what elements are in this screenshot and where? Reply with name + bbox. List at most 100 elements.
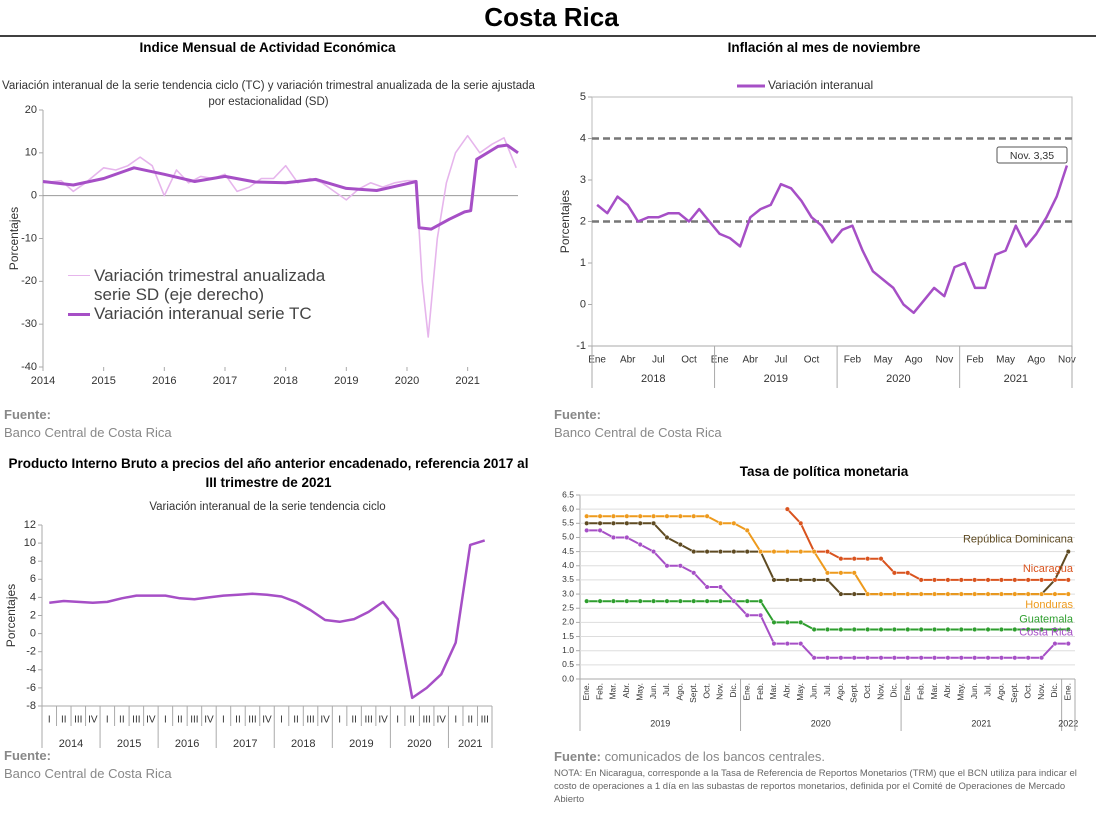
series-line [42, 143, 519, 231]
x-tick-label: Oct. [1022, 683, 1032, 699]
marker [704, 549, 710, 555]
marker [931, 577, 938, 583]
marker [945, 577, 951, 583]
series-line [596, 165, 1069, 315]
marker [878, 626, 884, 633]
y-tick-label: 1.5 [562, 631, 574, 641]
marker [891, 591, 897, 597]
source-label: Fuente: [554, 749, 601, 764]
marker [677, 513, 683, 519]
marker [998, 655, 1004, 661]
x-group-label: 2022 [1058, 718, 1078, 728]
series-label: República Dominicana [963, 534, 1074, 546]
marker [1065, 591, 1071, 597]
x-tick-label: I [222, 715, 225, 726]
x-tick-label: 2018 [273, 375, 297, 387]
y-tick-label: 2.0 [562, 617, 574, 627]
marker [784, 619, 790, 625]
page-title: Costa Rica [484, 2, 619, 32]
marker [891, 655, 897, 661]
marker [931, 591, 938, 597]
chart-subtitle: Variación interanual de la serie tendenc… [2, 80, 535, 108]
x-tick-label: II [61, 715, 67, 726]
legend-entry: Variación trimestral anualizada serie SD… [68, 266, 348, 304]
source-text: Banco Central de Costa Rica [4, 425, 172, 440]
marker [651, 598, 657, 604]
marker [664, 513, 670, 519]
y-tick-label: 1 [580, 257, 586, 269]
marker [691, 598, 697, 604]
x-group-label: 2019 [650, 718, 670, 728]
marker [824, 626, 831, 633]
marker [744, 527, 750, 533]
x-tick-label: Dic. [1049, 683, 1059, 698]
marker [1052, 577, 1058, 583]
x-group-label: 2016 [175, 738, 199, 750]
legend-swatch [68, 313, 90, 316]
marker [704, 513, 710, 519]
x-tick-label: Abr [620, 355, 636, 366]
x-tick-label: III [74, 715, 82, 726]
y-tick-label: -20 [21, 275, 37, 287]
marker [958, 655, 964, 661]
marker [1039, 577, 1045, 583]
marker [838, 556, 844, 562]
series-line [786, 508, 1069, 581]
y-tick-label: 6.5 [562, 489, 574, 499]
marker [784, 506, 790, 512]
y-tick-label: 2.5 [562, 602, 574, 612]
y-tick-label: 1.0 [562, 645, 574, 655]
y-tick-label: -2 [26, 646, 36, 658]
marker [838, 626, 844, 633]
x-tick-label: Dic. [889, 683, 899, 698]
marker [824, 549, 831, 555]
marker [865, 655, 871, 661]
x-tick-label: Nov. [715, 683, 725, 700]
x-tick-label: III [306, 715, 314, 726]
marker [878, 591, 884, 597]
legend-swatch [68, 275, 90, 276]
x-tick-label: Sept. [849, 683, 859, 703]
marker [838, 655, 844, 661]
y-axis-label: Porcentajes [558, 190, 572, 253]
marker [1025, 626, 1031, 633]
y-tick-label: -4 [26, 664, 36, 676]
series-label: Nicaragua [1023, 563, 1074, 575]
y-tick-label: 5.5 [562, 518, 574, 528]
x-tick-label: I [106, 715, 109, 726]
x-tick-label: IV [436, 715, 446, 726]
marker [945, 591, 951, 597]
marker [1065, 577, 1071, 583]
y-tick-label: 3.0 [562, 588, 574, 598]
source: Fuente: Banco Central de Costa Rica [4, 406, 172, 442]
x-group-label: 2020 [886, 373, 910, 385]
marker [624, 598, 630, 604]
marker [677, 563, 683, 569]
y-tick-label: 10 [24, 537, 36, 549]
marker [717, 549, 724, 555]
chart-subtitle: Variación interanual de la serie tendenc… [149, 501, 386, 513]
source-text: Banco Central de Costa Rica [554, 425, 722, 440]
x-tick-label: Abr. [621, 683, 631, 698]
y-tick-label: 6.0 [562, 503, 574, 513]
y-tick-label: 5 [580, 91, 586, 103]
marker [985, 655, 991, 661]
x-tick-label: Ene [588, 355, 606, 366]
x-tick-label: 2016 [152, 375, 176, 387]
marker [637, 520, 643, 526]
legend-label: Variación interanual serie TC [94, 304, 312, 323]
chart-title: Indice Mensual de Actividad Económica [139, 40, 396, 55]
source-label: Fuente: [554, 407, 601, 422]
x-tick-label: 2015 [91, 375, 115, 387]
marker [584, 527, 590, 533]
x-tick-label: I [164, 715, 167, 726]
marker [972, 655, 978, 661]
x-tick-label: III [481, 715, 489, 726]
x-tick-label: Ene. [1063, 683, 1073, 701]
x-tick-label: I [338, 715, 341, 726]
marker [905, 626, 911, 633]
x-tick-label: Sept. [1009, 683, 1019, 703]
x-tick-label: II [119, 715, 125, 726]
x-group-label: 2018 [641, 373, 665, 385]
